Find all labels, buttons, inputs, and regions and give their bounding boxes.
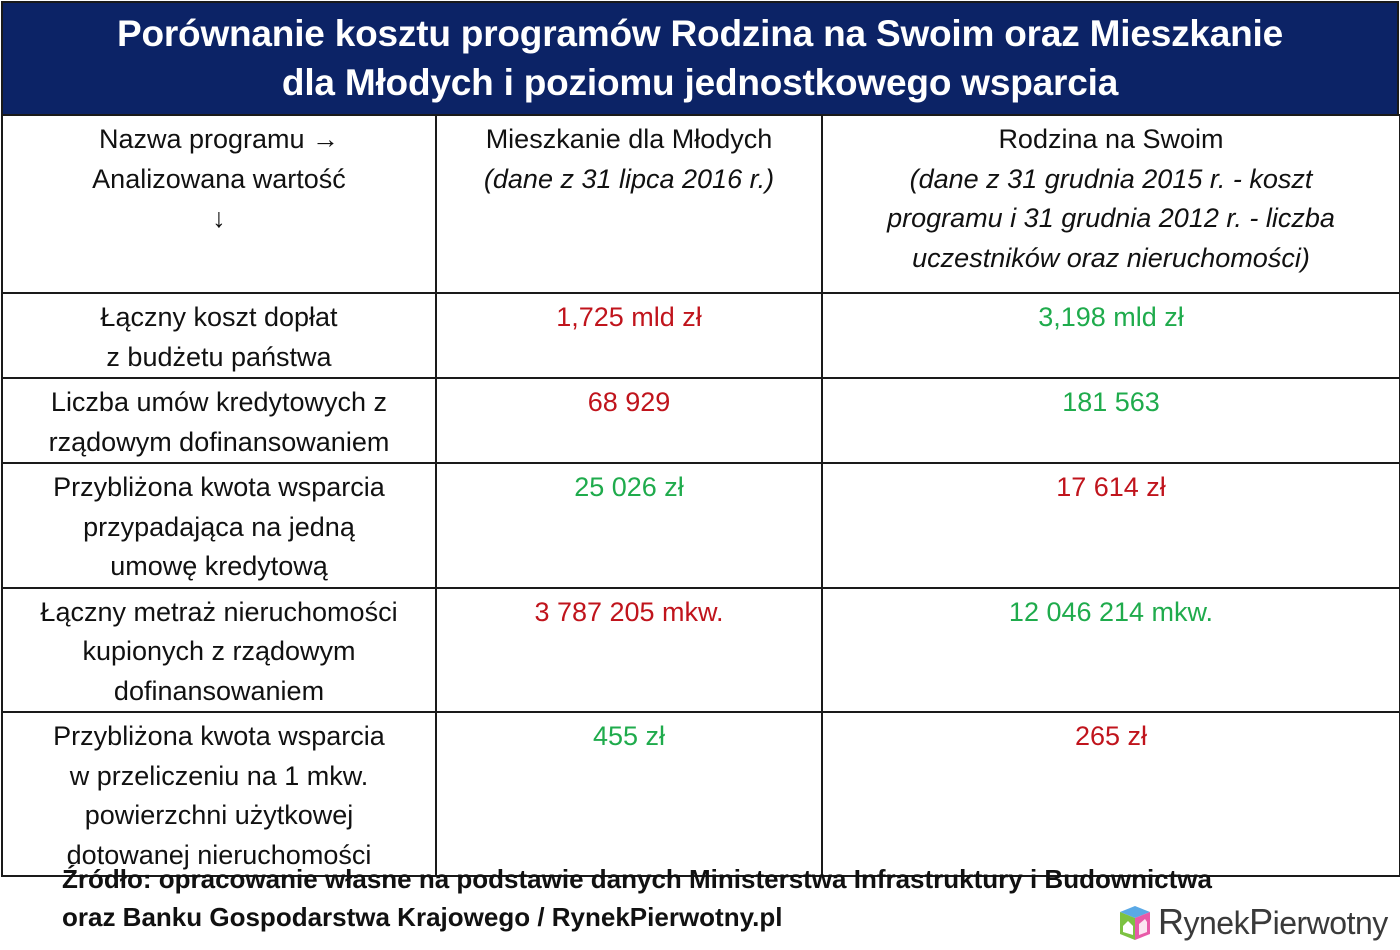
row-label-line: dotowanej nieruchomości [66, 839, 372, 870]
row-label-line: Łączny metraż nieruchomości [40, 596, 398, 627]
table-row: Łączny koszt dopłat z budżetu państwa 1,… [1, 292, 1400, 379]
title-line-1: Porównanie kosztu programów Rodzina na S… [116, 13, 1284, 54]
header-mdm-cell: Mieszkanie dla Młodych (dane z 31 lipca … [435, 114, 823, 294]
rynekpierwotny-logo: RynekPierwotny [1116, 900, 1388, 944]
rns-value-cell: 181 563 [821, 377, 1400, 464]
source-line-2: oraz Banku Gospodarstwa Krajowego / Ryne… [62, 902, 783, 932]
mdm-value-cell: 455 zł [435, 711, 823, 877]
header-rns-note-3: uczestników oraz nieruchomości) [912, 242, 1310, 273]
mdm-value: 1,725 mld zł [556, 302, 702, 332]
rns-value-cell: 3,198 mld zł [821, 292, 1400, 379]
rns-value: 265 zł [1074, 721, 1148, 751]
row-label-line: Liczba umów kredytowych z [50, 387, 388, 417]
row-label-line: Przybliżona kwota wsparcia [53, 472, 385, 502]
mdm-value-cell: 68 929 [435, 377, 823, 464]
comparison-table: Nazwa programu → Analizowana wartość ↓ M… [1, 114, 1400, 877]
row-label-cell: Przybliżona kwota wsparcia przypadająca … [1, 462, 437, 589]
header-program-name-label: Nazwa programu → [98, 124, 340, 154]
row-label-line: z budżetu państwa [106, 341, 332, 372]
mdm-value-cell: 1,725 mld zł [435, 292, 823, 379]
page-title: Porównanie kosztu programów Rodzina na S… [1, 1, 1399, 115]
row-label-line: kupionych z rządowym [82, 636, 356, 666]
row-label-line: Łączny koszt dopłat [100, 302, 338, 332]
arrow-down-icon: ↓ [212, 203, 226, 233]
row-label-line: w przeliczeniu na 1 mkw. [69, 760, 369, 791]
header-corner-cell: Nazwa programu → Analizowana wartość ↓ [1, 114, 437, 294]
row-label-cell: Liczba umów kredytowych z rządowym dofin… [1, 377, 437, 464]
row-label-line: Przybliżona kwota wsparcia [53, 721, 385, 751]
row-label-line: dofinansowaniem [113, 675, 325, 706]
rns-value: 3,198 mld zł [1038, 302, 1184, 332]
row-label-line: rządowym dofinansowaniem [48, 426, 390, 457]
table-row: Przybliżona kwota wsparcia w przeliczeni… [1, 711, 1400, 877]
header-rns-note-2: programu i 31 grudnia 2012 r. - liczba [887, 203, 1335, 233]
table-row: Łączny metraż nieruchomości kupionych z … [1, 586, 1400, 713]
mdm-value: 68 929 [587, 387, 671, 417]
rns-value: 12 046 214 mkw. [1008, 596, 1214, 627]
table-header-row: Nazwa programu → Analizowana wartość ↓ M… [1, 114, 1400, 294]
source-line-1: Źródło: opracowanie własne na podstawie … [62, 864, 1212, 894]
header-rns-cell: Rodzina na Swoim (dane z 31 grudnia 2015… [821, 114, 1400, 294]
mdm-value-cell: 3 787 205 mkw. [435, 586, 823, 713]
mdm-value: 25 026 zł [574, 472, 684, 502]
rns-value: 17 614 zł [1056, 472, 1166, 502]
logo-wordmark: RynekPierwotny [1158, 901, 1388, 942]
row-label-cell: Łączny metraż nieruchomości kupionych z … [1, 586, 437, 713]
header-analyzed-value-label: Analizowana wartość [92, 163, 346, 194]
mdm-value-cell: 25 026 zł [435, 462, 823, 589]
table-row: Liczba umów kredytowych z rządowym dofin… [1, 377, 1400, 464]
header-rns-name: Rodzina na Swoim [998, 124, 1224, 154]
row-label-cell: Przybliżona kwota wsparcia w przeliczeni… [1, 711, 437, 877]
title-line-2: dla Młodych i poziomu jednostkowego wspa… [281, 62, 1119, 103]
source-note: Źródło: opracowanie własne na podstawie … [62, 860, 1212, 936]
header-mdm-note: (dane z 31 lipca 2016 r.) [483, 163, 775, 194]
rns-value-cell: 12 046 214 mkw. [821, 586, 1400, 713]
rns-value-cell: 17 614 zł [821, 462, 1400, 589]
mdm-value: 3 787 205 mkw. [534, 596, 724, 627]
header-rns-note-1: (dane z 31 grudnia 2015 r. - koszt [909, 163, 1313, 194]
table-row: Przybliżona kwota wsparcia przypadająca … [1, 462, 1400, 589]
house-cube-icon [1120, 906, 1150, 940]
row-label-line: przypadająca na jedną [83, 511, 355, 542]
header-mdm-name: Mieszkanie dla Młodych [485, 124, 773, 154]
mdm-value: 455 zł [592, 721, 666, 751]
row-label-line: umowę kredytową [110, 551, 328, 581]
rns-value-cell: 265 zł [821, 711, 1400, 877]
rns-value: 181 563 [1062, 387, 1160, 417]
row-label-line: powierzchni użytkowej [84, 800, 354, 830]
row-label-cell: Łączny koszt dopłat z budżetu państwa [1, 292, 437, 379]
